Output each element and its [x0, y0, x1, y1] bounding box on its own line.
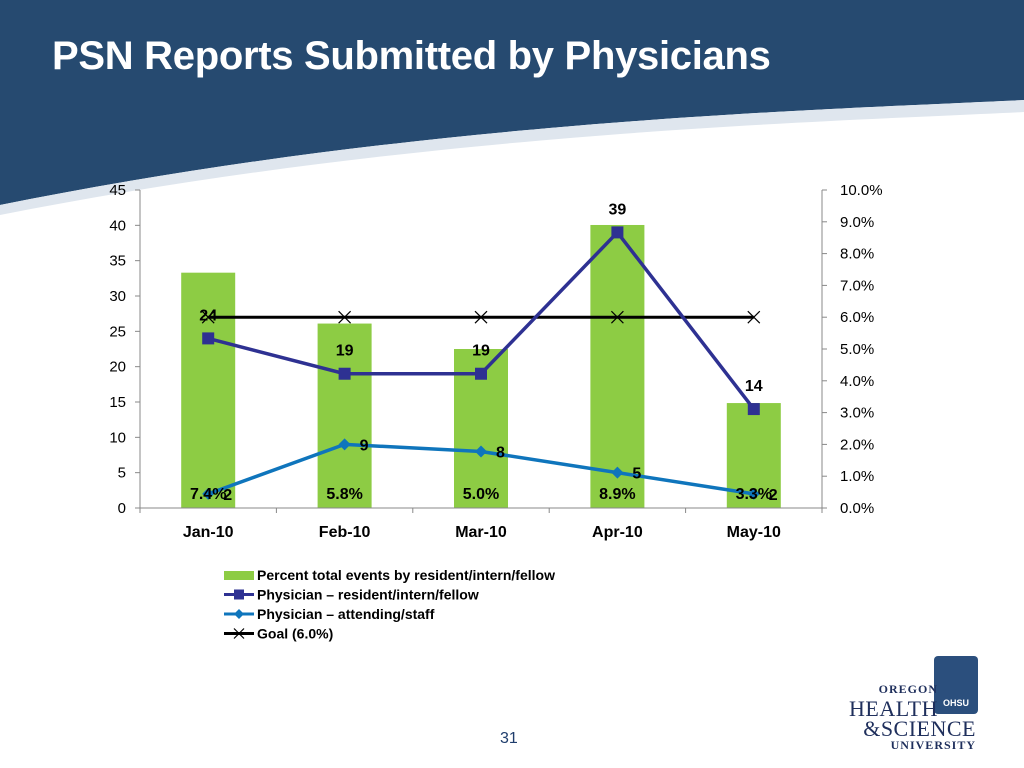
- resident-data-label: 39: [609, 201, 627, 218]
- goal-x-marker: [201, 310, 215, 324]
- lines-layer: [202, 226, 760, 500]
- logo-line-university: UNIVERSITY: [890, 738, 976, 752]
- ohsu-logo: OHSU OREGON HEALTH &SCIENCE UNIVERSITY: [846, 656, 982, 752]
- attending-data-label: 9: [360, 437, 369, 454]
- legend-marker: [234, 589, 244, 600]
- x-category-label: Feb-10: [319, 524, 371, 541]
- chart-legend: Percent total events by resident/intern/…: [224, 567, 555, 642]
- legend-label: Physician – attending/staff: [257, 606, 435, 622]
- data-labels-layer: 7.4% 5.8% 5.0% 8.9% 3.3% 24 19 19 39 14 2 9 8 5 2: [190, 201, 778, 503]
- x-marker-stroke: [338, 310, 352, 324]
- legend-marker: [234, 609, 244, 619]
- attending-point: [611, 466, 624, 479]
- attending-point: [475, 445, 487, 458]
- legend-label: Physician – resident/intern/fellow: [257, 587, 479, 603]
- y2-tick-label: 3.0%: [840, 405, 874, 422]
- y-tick-label: 25: [109, 323, 126, 340]
- resident-data-label: 24: [199, 307, 217, 324]
- attending-point: [747, 487, 760, 500]
- attending-data-label: 2: [769, 487, 778, 504]
- y-tick-label: 30: [109, 288, 126, 305]
- goal-x-marker: [338, 310, 352, 324]
- y-tick-label: 20: [109, 359, 126, 376]
- logo-line-science: &SCIENCE: [863, 716, 976, 741]
- y2-tick-label: 1.0%: [840, 468, 874, 485]
- legend-label: Percent total events by resident/intern/…: [257, 567, 555, 583]
- y-tick-label: 5: [118, 465, 126, 482]
- y-tick-label: 45: [109, 182, 126, 199]
- goal-line-layer: [201, 310, 761, 324]
- attending-data-label: 8: [496, 444, 505, 461]
- bar-data-label: 7.4%: [190, 486, 226, 503]
- x-marker-stroke: [201, 310, 215, 324]
- legend-item: Goal (6.0%): [224, 626, 333, 642]
- x-category-label: Apr-10: [592, 524, 643, 541]
- ohsu-shield-icon: OHSU: [934, 656, 978, 714]
- header-shape: [0, 0, 1024, 205]
- y-tick-label: 40: [109, 217, 126, 234]
- resident-point: [611, 226, 624, 239]
- legend-label: Goal (6.0%): [257, 626, 333, 642]
- logo-badge-text: OHSU: [942, 698, 969, 708]
- y-tick-label: 10: [109, 429, 126, 446]
- bars-layer: [181, 224, 781, 509]
- goal-x-marker: [474, 310, 488, 324]
- legend-item: Physician – attending/staff: [224, 606, 435, 622]
- header-swoosh-highlight: [0, 100, 1024, 215]
- x-marker-stroke: [474, 310, 488, 324]
- x-category-label: Jan-10: [183, 524, 234, 541]
- y2-tick-label: 6.0%: [840, 309, 874, 326]
- attending-data-label: 5: [632, 466, 641, 483]
- resident-point: [475, 367, 487, 380]
- attending-data-label: 2: [223, 487, 232, 504]
- bar: [181, 272, 236, 508]
- x-marker-stroke: [747, 310, 761, 324]
- attending-point: [338, 438, 351, 451]
- logo-line-oregon: OREGON: [878, 682, 938, 696]
- y2-tick-label: 10.0%: [840, 182, 883, 199]
- y2-tick-label: 0.0%: [840, 500, 874, 517]
- resident-point: [338, 367, 351, 380]
- bar: [317, 323, 372, 508]
- y2-tick-label: 4.0%: [840, 373, 874, 390]
- page-number: 31: [500, 730, 518, 747]
- bar-data-label: 5.8%: [326, 486, 362, 503]
- goal-x-marker: [610, 310, 624, 324]
- y2-tick-label: 7.0%: [840, 277, 874, 294]
- bar-data-label: 8.9%: [599, 486, 635, 503]
- bar-data-label: 5.0%: [463, 486, 499, 503]
- x-marker-stroke: [610, 310, 624, 324]
- y2-tick-label: 5.0%: [840, 341, 874, 358]
- resident-data-label: 19: [336, 343, 354, 360]
- x-category-label: Mar-10: [455, 524, 507, 541]
- slide-title: PSN Reports Submitted by Physicians: [52, 34, 771, 78]
- legend-swatch-bar: [224, 571, 254, 580]
- resident-data-label: 19: [472, 343, 490, 360]
- legend-item: Percent total events by resident/intern/…: [224, 567, 555, 583]
- y2-tick-label: 9.0%: [840, 214, 874, 231]
- y2-tick-label: 8.0%: [840, 246, 874, 263]
- y2-tick-label: 2.0%: [840, 436, 874, 453]
- resident-data-label: 14: [745, 378, 763, 395]
- attending-point: [202, 487, 215, 500]
- resident-point: [202, 332, 215, 345]
- legend-item: Physician – resident/intern/fellow: [224, 587, 479, 603]
- y-tick-label: 0: [118, 500, 126, 517]
- x-category-label: May-10: [727, 524, 781, 541]
- legend-marker: [233, 628, 245, 639]
- y-tick-label: 15: [109, 394, 126, 411]
- y-tick-label: 35: [109, 253, 126, 270]
- axes-layer: 0510152025303540450.0%1.0%2.0%3.0%4.0%5.…: [109, 182, 882, 541]
- slide-header-band: [0, 0, 1024, 215]
- logo-line-health: HEALTH: [849, 696, 938, 721]
- goal-x-marker: [747, 310, 761, 324]
- bar-data-label: 3.3%: [736, 486, 772, 503]
- bar: [590, 224, 645, 509]
- resident-point: [747, 403, 760, 416]
